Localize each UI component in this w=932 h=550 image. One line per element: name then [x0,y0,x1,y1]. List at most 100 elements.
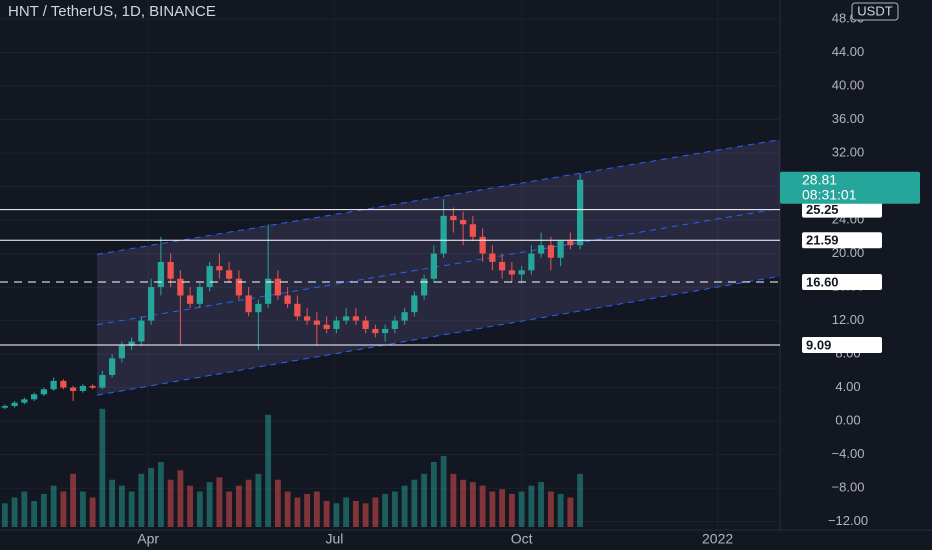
candle-body [489,253,496,262]
level-label: 21.59 [806,233,839,248]
candle-body [372,328,379,334]
volume-bar [11,497,18,527]
candle-body [430,253,437,279]
volume-bar [245,479,252,527]
candle-body [109,358,116,376]
candle-body [323,324,330,329]
channel-line [96,275,781,396]
candle-body [50,380,57,390]
candle-body [382,328,389,334]
candle-body [40,389,47,395]
x-tick-label: Apr [137,531,159,547]
y-tick-label: 40.00 [832,77,865,92]
candle-body [557,241,564,258]
candle-body [60,380,67,388]
volume-bar [284,491,291,527]
volume-bar [401,485,408,527]
candle-body [31,394,38,400]
volume-bar [40,493,47,527]
volume-bar [265,414,272,527]
candle-body [206,266,213,288]
volume-bar [167,479,174,527]
candle-body [128,341,135,346]
volume-bar [440,456,447,527]
volume-bar [382,493,389,527]
candle-body [177,278,184,296]
currency-box [851,2,899,21]
y-tick-label: 36.00 [832,111,865,126]
volume-bar [157,462,164,527]
volume-bar [528,485,535,527]
volume-bar [89,497,96,527]
volume-bar [255,473,262,527]
candle-body [421,278,428,296]
volume-bar [138,473,145,527]
volume-bar [469,482,476,527]
volume-bar [216,477,223,527]
volume-bar [547,491,554,527]
candle-body [469,224,476,237]
candle-body [577,179,584,246]
volume-bar [362,503,369,527]
candle-body [333,320,340,329]
y-tick-label: 20.00 [832,245,865,260]
channel-line [96,139,781,255]
candle-body [89,385,96,388]
level-label-box [802,232,882,249]
candle-body [294,303,301,317]
volume-bar [196,491,203,527]
candle-body [508,270,515,275]
volume-bar [460,479,467,527]
channel-line [96,207,781,326]
candle-body [460,220,467,225]
candle-body [518,270,525,275]
y-tick-label: 44.00 [832,44,865,59]
candle-body [157,261,164,288]
candle-body [391,320,398,329]
y-tick-label: −12.00 [828,513,868,528]
volume-bar [479,485,486,527]
level-label-box [802,201,882,218]
candle-body [362,320,369,329]
candle-body [352,316,359,321]
candle-body [499,261,506,271]
candle-body [313,320,320,325]
volume-bar [391,491,398,527]
level-label: 25.25 [806,202,839,217]
volume-bar [118,485,125,527]
candle-body [255,303,262,313]
candle-body [274,278,281,296]
volume-bar [50,485,57,527]
candle-body [70,387,77,391]
level-label: 16.60 [806,274,839,289]
volume-bar [187,485,194,527]
candle-body [401,312,408,321]
volume-bar [294,497,301,527]
candle-body [11,402,18,407]
volume-bar [70,473,77,527]
candle-body [304,316,311,321]
volume-bar [1,503,8,527]
candle-body [187,295,194,304]
volume-bar [274,479,281,527]
volume-bar [60,491,67,527]
volume-bar [411,479,418,527]
candle-body [479,236,486,254]
level-label-box [802,336,882,353]
volume-bar [372,497,379,527]
volume-bar [226,491,233,527]
candle-body [1,406,8,408]
last-price-label: 28.81 [802,171,837,187]
candle-body [547,245,554,258]
volume-bar [557,493,564,527]
volume-bar [99,408,106,527]
volume-bar [430,462,437,527]
volume-bar [21,491,28,527]
volume-bar [577,473,584,527]
candle-body [411,295,418,313]
candle-body [567,241,574,246]
volume-bar [538,482,545,527]
volume-bar [31,501,38,527]
candle-body [343,316,350,321]
